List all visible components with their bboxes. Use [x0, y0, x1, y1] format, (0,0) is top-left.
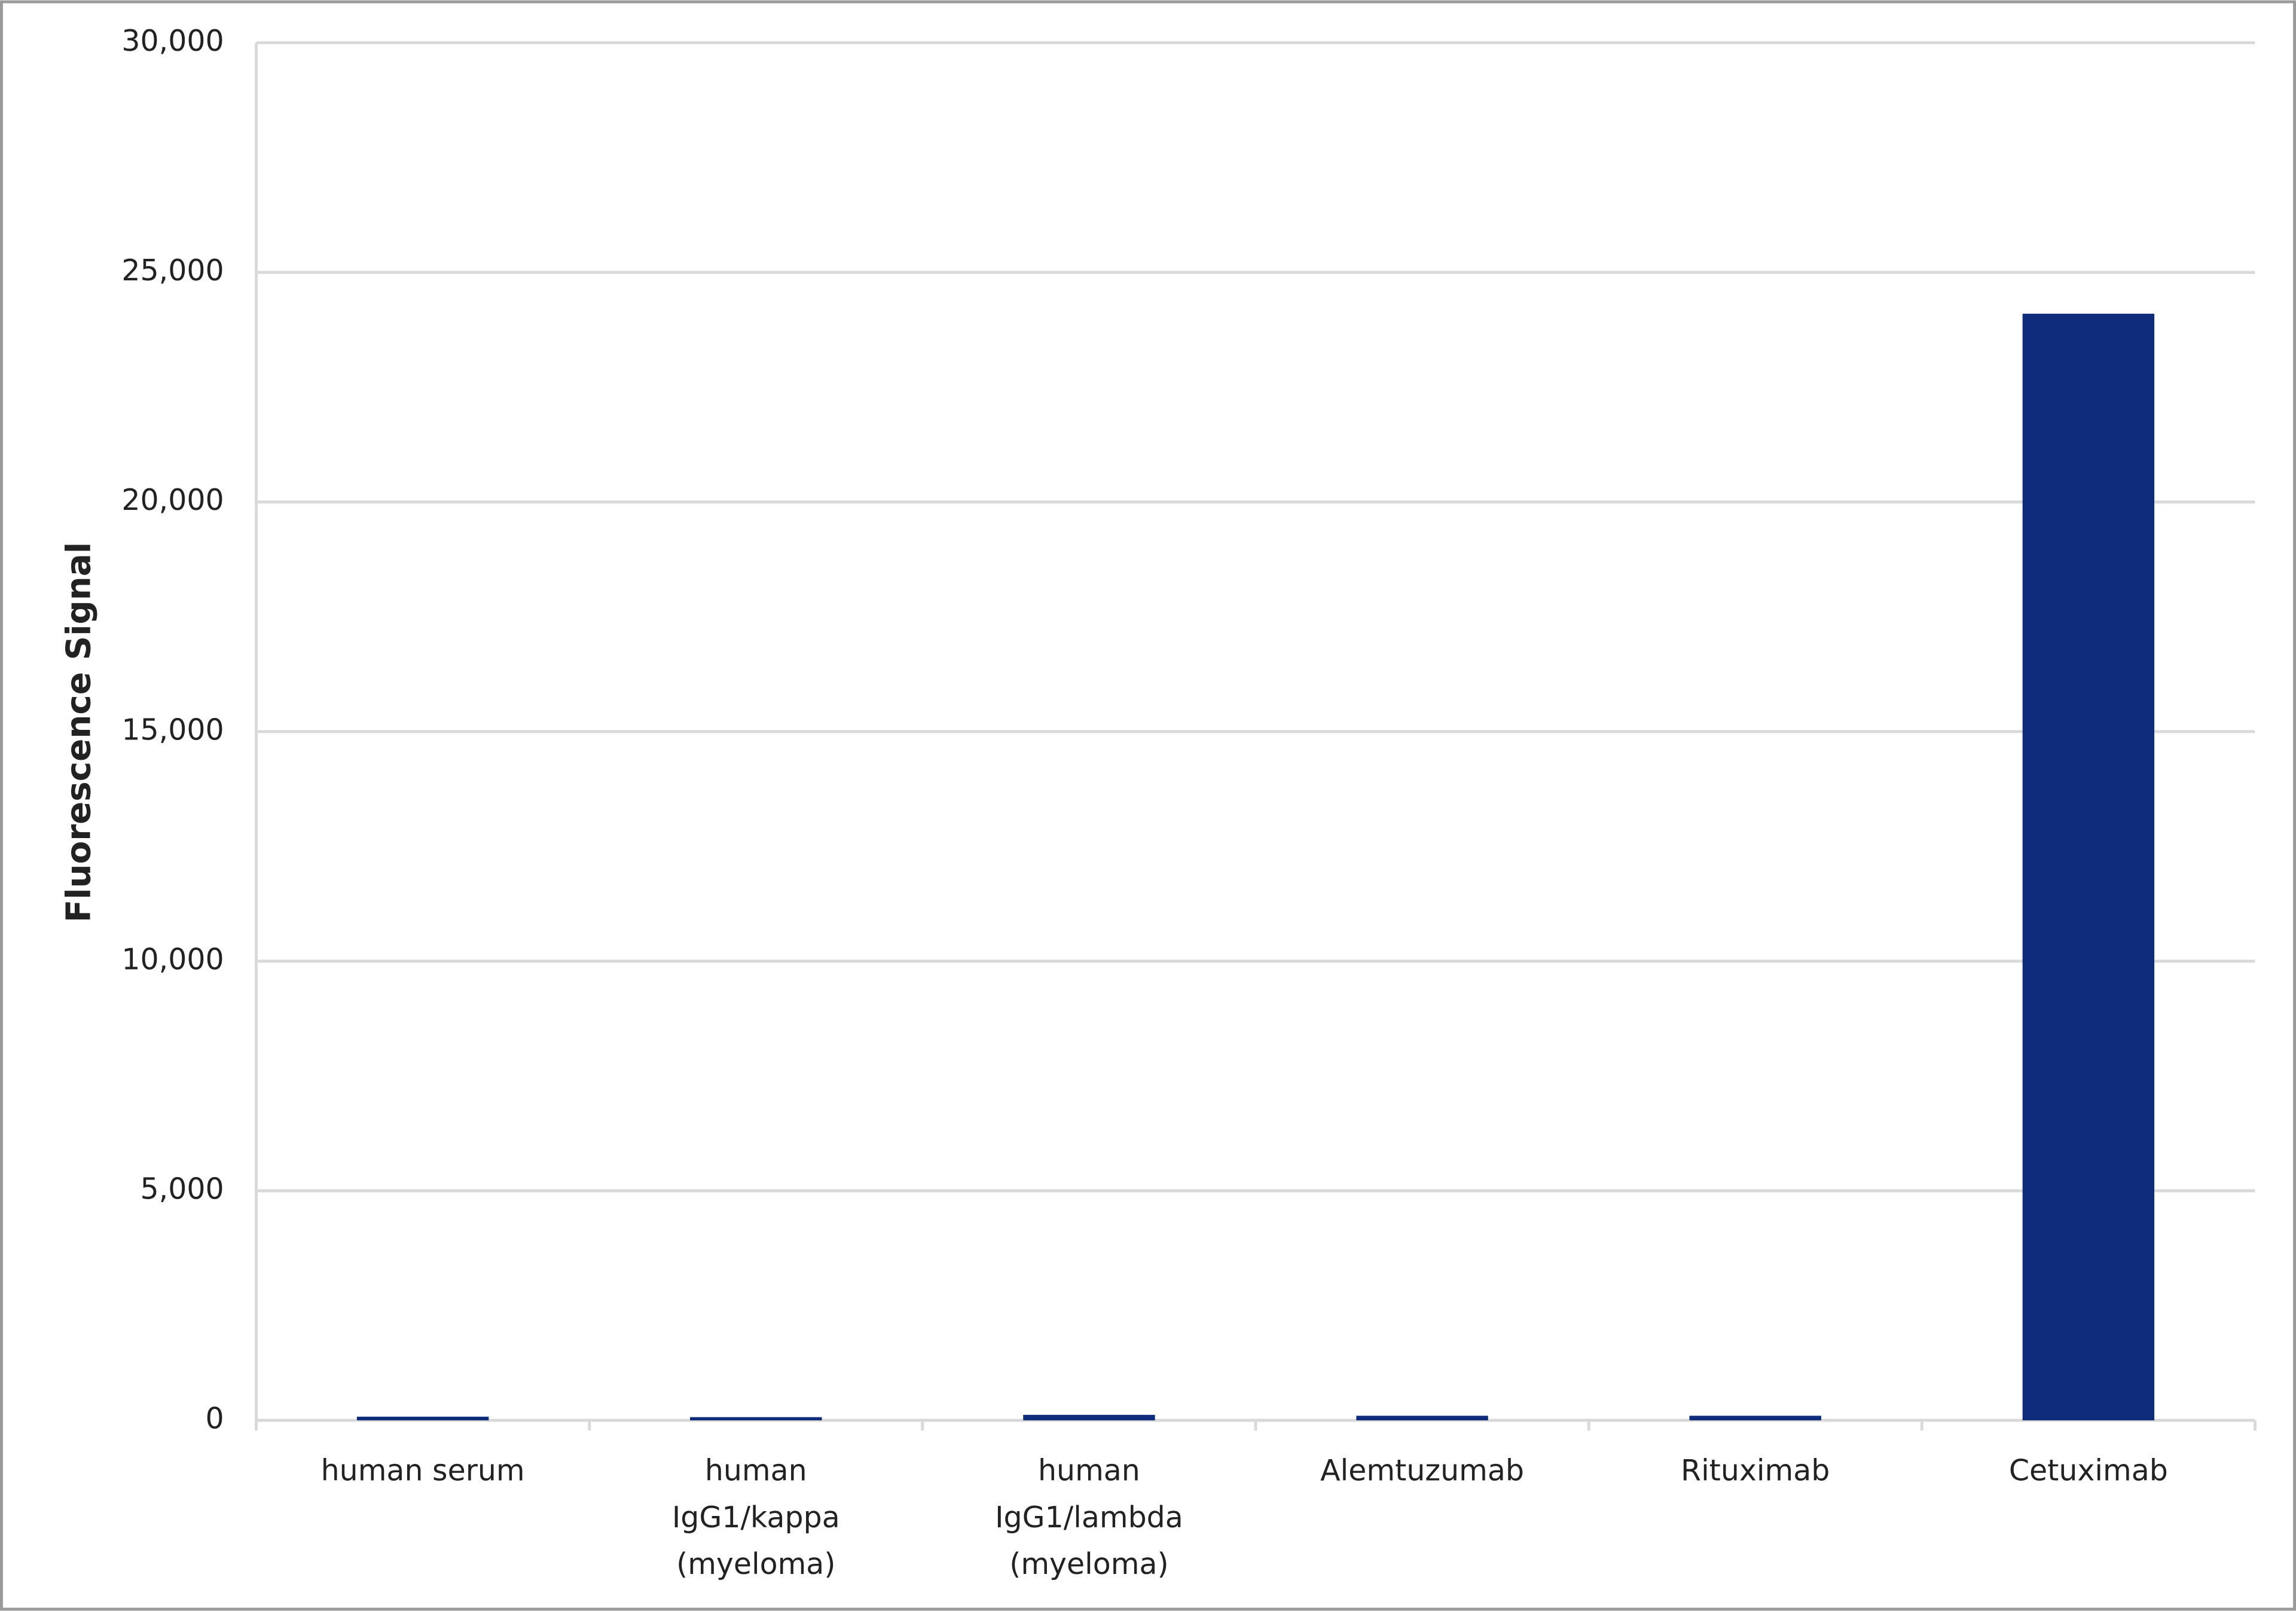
- y-tick-label: 15,000: [121, 713, 224, 747]
- x-tick-label: Alemtuzumab: [1320, 1452, 1524, 1488]
- x-tick-label-box: human IgG1/lambda (myeloma): [995, 1452, 1183, 1582]
- x-tick-label: Rituximab: [1681, 1452, 1830, 1488]
- x-tick-label-box: Cetuximab: [2008, 1452, 2168, 1488]
- x-tick-label-box: Rituximab: [1681, 1452, 1830, 1488]
- x-tick-label-box: human IgG1/kappa (myeloma): [671, 1452, 840, 1582]
- x-tick-label-box: Alemtuzumab: [1320, 1452, 1524, 1488]
- y-axis-label: Fluorescence Signal: [59, 542, 98, 922]
- y-tick-label: 5,000: [141, 1172, 224, 1206]
- x-tick-label: human IgG1/lambda (myeloma): [995, 1452, 1183, 1582]
- x-tick-label: human IgG1/kappa (myeloma): [671, 1452, 840, 1582]
- x-tick-label-box: human serum: [320, 1452, 525, 1488]
- y-tick-label: 20,000: [121, 483, 224, 517]
- bar: [1023, 1414, 1155, 1421]
- bar: [690, 1417, 822, 1421]
- x-tick-label: human serum: [320, 1452, 525, 1488]
- bar: [356, 1416, 489, 1421]
- x-tick-label: Cetuximab: [2008, 1452, 2168, 1488]
- bar: [1689, 1416, 1821, 1421]
- bar: [1356, 1416, 1488, 1421]
- y-tick-label: 25,000: [121, 253, 224, 288]
- bar: [2022, 313, 2155, 1421]
- y-tick-label: 0: [206, 1402, 224, 1436]
- y-tick-label: 30,000: [121, 24, 224, 58]
- y-tick-label: 10,000: [121, 942, 224, 976]
